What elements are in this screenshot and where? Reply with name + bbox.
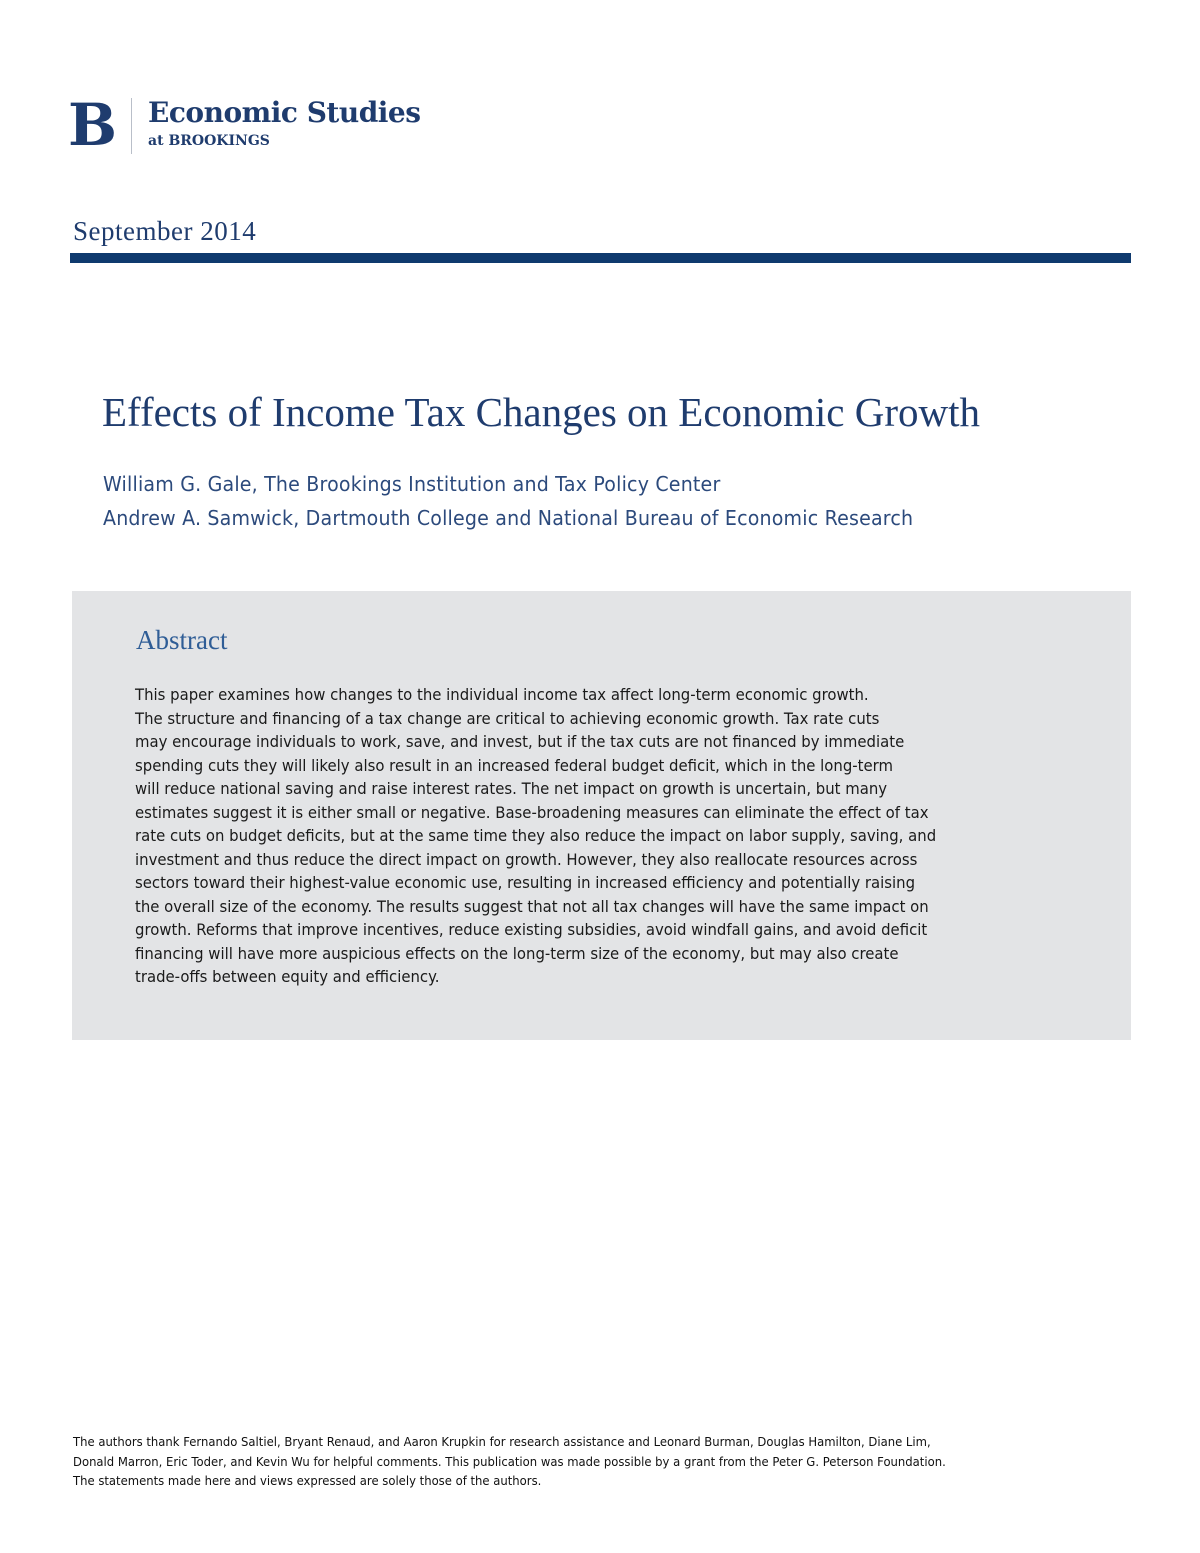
abstract-line: The structure and financing of a tax cha… (135, 708, 880, 728)
abstract-line: will reduce national saving and raise in… (135, 779, 888, 798)
abstract-line: investment and thus reduce the direct im… (135, 849, 918, 869)
abstract-line: may encourage individuals to work, save,… (135, 732, 905, 751)
logo-title: Economic Studies (148, 96, 421, 129)
footnote-line: Donald Marron, Eric Toder, and Kevin Wu … (73, 1453, 946, 1469)
logo-wordmark: Economic Studies at BROOKINGS (148, 96, 421, 150)
footnote-line: The authors thank Fernando Saltiel, Brya… (73, 1434, 931, 1449)
footnote-line: The statements made here and views expre… (73, 1473, 542, 1488)
abstract-line: the overall size of the economy. The res… (135, 896, 929, 916)
brookings-b-mark-icon: B (68, 91, 117, 159)
abstract-line: This paper examines how changes to the i… (135, 685, 869, 704)
abstract-line: estimates suggest it is either small or … (135, 802, 929, 822)
abstract-heading: Abstract (136, 625, 228, 655)
brookings-logo: B Economic Studies at BROOKINGS (68, 96, 421, 160)
abstract-line: financing will have more auspicious effe… (135, 943, 899, 963)
abstract-line: spending cuts they will likely also resu… (135, 755, 893, 775)
acknowledgements-footnote: The authors thank Fernando Saltiel, Brya… (73, 1432, 1133, 1491)
abstract-line: sectors toward their highest-value econo… (135, 873, 916, 892)
header-rule (70, 253, 1131, 263)
abstract-line: trade-offs between equity and efficiency… (135, 967, 440, 986)
logo-subtitle: at BROOKINGS (148, 133, 270, 149)
paper-title: Effects of Income Tax Changes on Economi… (102, 389, 981, 435)
abstract-section: Abstract This paper examines how changes… (72, 591, 1131, 1040)
author-line: Andrew A. Samwick, Dartmouth College and… (103, 506, 914, 530)
publication-date: September 2014 (73, 216, 257, 246)
logo-divider (131, 98, 133, 154)
abstract-line: growth. Reforms that improve incentives,… (135, 920, 928, 939)
abstract-body: This paper examines how changes to the i… (135, 683, 1095, 989)
author-line: William G. Gale, The Brookings Instituti… (103, 472, 721, 496)
abstract-line: rate cuts on budget deficits, but at the… (135, 826, 937, 845)
